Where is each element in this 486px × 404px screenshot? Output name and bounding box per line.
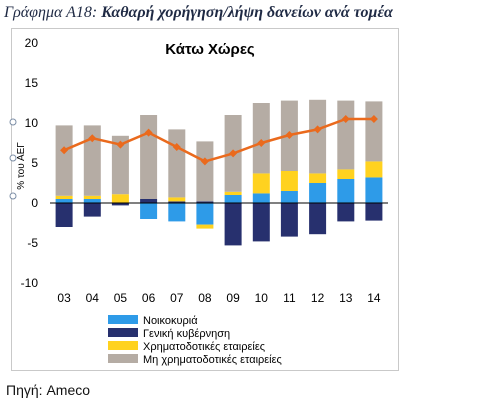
- x-tick-label: 06: [142, 291, 156, 305]
- series-point: [341, 115, 350, 123]
- y-tick-label: -10: [21, 276, 39, 290]
- y-axis-label: % του ΑΕΓ: [16, 142, 27, 190]
- bar-segment: [309, 183, 327, 203]
- y-tick-label: 10: [25, 116, 39, 130]
- series-point: [313, 125, 322, 134]
- bar-segment: [224, 203, 242, 246]
- x-tick-label: 07: [170, 291, 184, 305]
- selection-handle-middle[interactable]: [9, 154, 17, 162]
- x-tick-label: 09: [226, 291, 240, 305]
- bar-segment: [252, 193, 270, 203]
- series-point: [369, 115, 378, 123]
- bar-segment: [224, 191, 242, 195]
- selection-handles[interactable]: [9, 118, 17, 200]
- bar-segment: [83, 203, 101, 217]
- selection-handle-top[interactable]: [9, 118, 17, 126]
- bar-segment: [140, 115, 158, 199]
- bar-segment: [168, 197, 186, 202]
- bar-segment: [196, 203, 214, 225]
- bar-segment: [168, 201, 186, 203]
- bar-segment: [83, 125, 101, 196]
- chart-title: Κάτω Χώρες: [165, 41, 255, 58]
- series-point: [144, 128, 153, 137]
- legend-label: Γενική κυβέρνηση: [143, 328, 230, 340]
- bar-segment: [252, 203, 270, 242]
- chart-heading-title: Καθαρή χορήγηση/λήψη δανείων ανά τομέα: [101, 4, 393, 21]
- x-tick-label: 12: [311, 291, 325, 305]
- bar-segment: [55, 125, 73, 196]
- series-point: [200, 157, 209, 166]
- bar-segment: [365, 177, 383, 203]
- bar-segment: [280, 191, 298, 203]
- bar-segment: [111, 203, 129, 206]
- bar-segment: [365, 161, 383, 178]
- bar-segment: [55, 195, 73, 199]
- bar-segment: [309, 173, 327, 183]
- bar-segment: [140, 199, 158, 203]
- y-tick-label: 0: [31, 196, 38, 210]
- bar-segment: [55, 203, 73, 227]
- y-axis-label-group: % του ΑΕΓ: [16, 142, 27, 190]
- x-tick-label: 13: [339, 291, 353, 305]
- bar-segment: [337, 100, 355, 170]
- series-point: [257, 139, 266, 147]
- legend-swatch: [108, 315, 138, 324]
- legend-swatch: [108, 328, 138, 337]
- x-tick-label: 11: [283, 291, 296, 305]
- bar-segment: [252, 103, 270, 174]
- bar-segment: [196, 141, 214, 202]
- bar-segment: [168, 203, 186, 222]
- legend-swatch: [108, 341, 138, 350]
- bar-segment: [337, 169, 355, 179]
- bar-segment: [168, 129, 186, 198]
- bar-segment: [337, 179, 355, 203]
- bar-segment: [309, 203, 327, 235]
- bar-segment: [83, 199, 101, 203]
- bar-segment: [111, 135, 129, 195]
- y-tick-label: 5: [31, 156, 38, 170]
- x-tick-label: 08: [198, 291, 212, 305]
- y-tick-label: 20: [25, 36, 39, 50]
- bar-segment: [196, 201, 214, 203]
- x-tick-label: 10: [255, 291, 269, 305]
- series-point: [88, 134, 97, 143]
- bar-segment: [140, 203, 158, 219]
- bar-segment: [365, 203, 383, 221]
- legend-label: Νοικοκυριά: [143, 315, 198, 327]
- x-tick-label: 05: [114, 291, 128, 305]
- legend-label: Μη χρηματοδοτικές εταιρείες: [143, 354, 282, 366]
- series-point: [229, 149, 238, 158]
- bar-segment: [111, 194, 129, 203]
- legend-swatch: [108, 354, 138, 363]
- series-point: [60, 146, 69, 155]
- bar-segment: [83, 195, 101, 199]
- bar-segment: [280, 203, 298, 237]
- bar-segment: [55, 199, 73, 203]
- bar-segment: [224, 195, 242, 203]
- bar-segment: [365, 101, 383, 162]
- series-point: [116, 140, 125, 149]
- y-tick-label: 15: [25, 76, 39, 90]
- legend-label: Χρηματοδοτικές εταιρείες: [143, 341, 265, 353]
- series-point: [285, 131, 294, 139]
- chart-number: Γράφημα Α18:: [4, 4, 98, 21]
- bar-segment: [309, 99, 327, 174]
- selection-handle-bottom[interactable]: [9, 192, 17, 200]
- bar-segment: [337, 203, 355, 222]
- series-line: [63, 117, 374, 163]
- source-note: Πηγή: Ameco: [6, 382, 91, 398]
- chart-heading: Γράφημα Α18: Καθαρή χορήγηση/λήψη δανείω…: [4, 4, 484, 26]
- series-point: [172, 143, 181, 151]
- y-tick-label: -5: [27, 236, 38, 250]
- x-tick-label: 14: [367, 291, 381, 305]
- x-tick-label: 03: [57, 291, 71, 305]
- bar-segment: [252, 173, 270, 194]
- bar-segment: [280, 171, 298, 191]
- bar-segment: [196, 224, 214, 229]
- x-tick-label: 04: [86, 291, 100, 305]
